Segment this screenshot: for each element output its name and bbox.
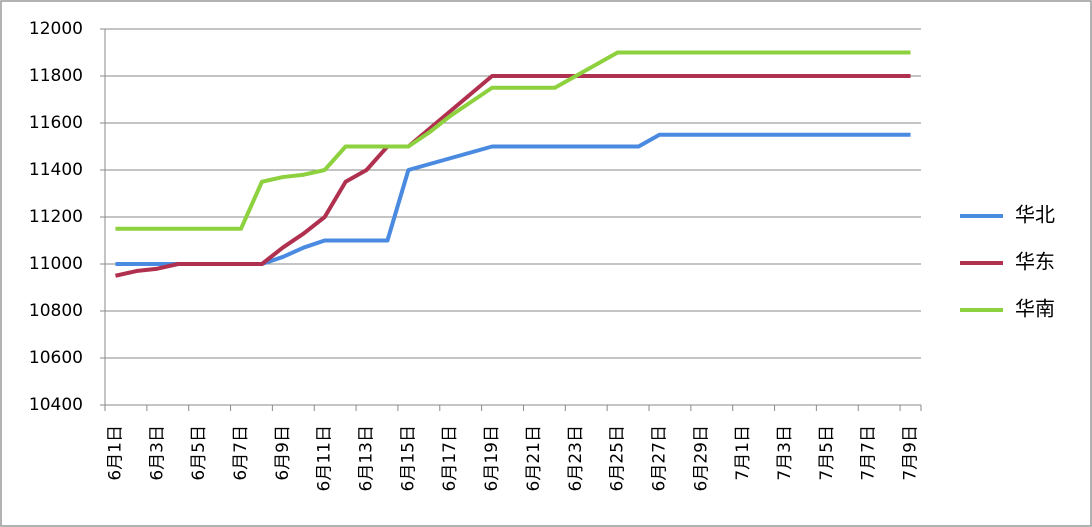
x-tick-label: 6月13日 [357, 425, 377, 491]
x-tick-label: 6月17日 [440, 425, 460, 491]
x-tick-label: 6月27日 [649, 425, 669, 491]
x-tick-label: 6月21日 [524, 425, 544, 491]
x-tick-label: 6月19日 [482, 425, 502, 491]
x-tick-label: 6月29日 [691, 425, 711, 491]
y-tick-label: 11400 [29, 160, 83, 180]
series-line [115, 74, 911, 278]
y-tick-label: 11200 [29, 207, 83, 227]
x-tick-label: 6月11日 [315, 425, 335, 491]
series-line [115, 50, 911, 231]
x-tick-label: 6月3日 [147, 425, 167, 481]
x-tick-label: 6月25日 [608, 425, 628, 491]
x-tick-label: 7月9日 [901, 425, 921, 481]
legend-label: 华南 [1015, 297, 1055, 321]
x-tick-label: 6月7日 [231, 425, 251, 481]
y-tick-label: 11800 [29, 66, 83, 86]
x-tick-label: 6月1日 [105, 425, 125, 481]
x-tick-label: 6月5日 [189, 425, 209, 481]
legend-label: 华东 [1015, 250, 1055, 274]
x-tick-label: 7月3日 [775, 425, 795, 481]
y-tick-label: 11600 [29, 113, 83, 133]
x-tick-label: 6月15日 [398, 425, 418, 491]
y-tick-label: 10600 [29, 348, 83, 368]
legend-label: 华北 [1015, 203, 1055, 227]
y-tick-label: 10400 [29, 395, 83, 415]
x-tick-label: 7月1日 [733, 425, 753, 481]
x-tick-label: 7月5日 [817, 425, 837, 481]
y-tick-label: 10800 [29, 301, 83, 321]
x-tick-label: 7月7日 [859, 425, 879, 481]
x-tick-label: 6月23日 [566, 425, 586, 491]
x-tick-label: 6月9日 [273, 425, 293, 481]
y-tick-label: 11000 [29, 254, 83, 274]
y-tick-label: 12000 [29, 19, 83, 39]
